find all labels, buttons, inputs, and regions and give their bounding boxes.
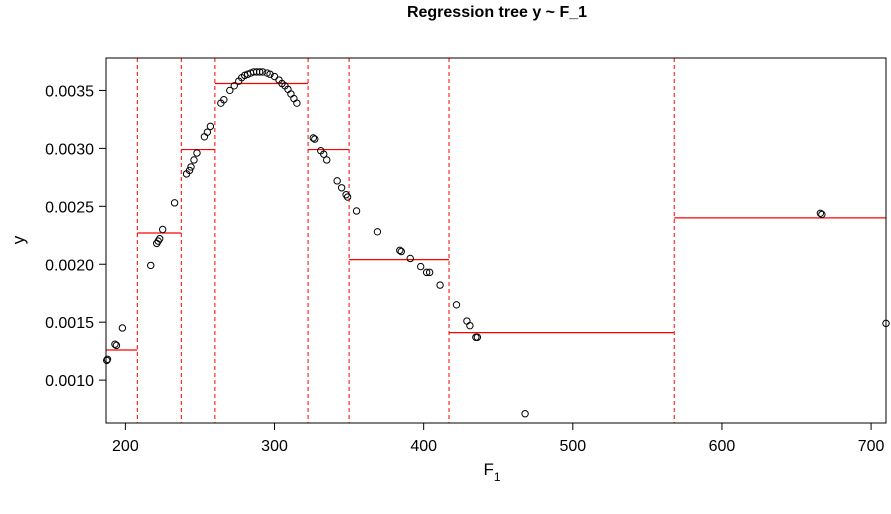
data-point bbox=[422, 268, 431, 277]
split-lines bbox=[105, 58, 675, 423]
x-tick-label: 400 bbox=[410, 438, 437, 455]
data-point bbox=[270, 72, 279, 81]
x-tick-label: 200 bbox=[112, 438, 139, 455]
data-point bbox=[220, 96, 228, 104]
data-point bbox=[311, 135, 319, 143]
data-point bbox=[187, 163, 195, 171]
x-tick-label: 700 bbox=[858, 438, 885, 455]
data-point bbox=[816, 209, 825, 217]
data-point bbox=[190, 156, 198, 164]
data-point bbox=[323, 156, 331, 164]
data-point bbox=[266, 70, 274, 78]
y-tick-label: 0.0035 bbox=[45, 83, 94, 100]
data-point bbox=[436, 281, 444, 289]
data-point bbox=[337, 184, 346, 192]
data-point bbox=[155, 235, 164, 243]
y-tick-label: 0.0015 bbox=[45, 315, 94, 332]
y-axis-label: y bbox=[9, 235, 28, 244]
data-point bbox=[185, 166, 194, 175]
data-point bbox=[118, 324, 127, 332]
data-point bbox=[333, 177, 341, 185]
x-tick-label: 600 bbox=[709, 438, 736, 455]
x-tick-label: 500 bbox=[559, 438, 586, 455]
data-point bbox=[406, 254, 414, 263]
data-point bbox=[466, 321, 474, 330]
data-point bbox=[463, 317, 471, 325]
data-point bbox=[158, 225, 167, 234]
data-point bbox=[343, 193, 352, 201]
x-axis-label: F1 bbox=[483, 460, 500, 484]
plot-frame bbox=[105, 57, 887, 424]
chart-title: Regression tree y ~ F_1 bbox=[407, 4, 587, 21]
data-point bbox=[473, 333, 482, 341]
x-tick-label: 300 bbox=[261, 438, 288, 455]
data-point bbox=[203, 128, 212, 136]
data-point bbox=[255, 68, 264, 76]
data-point bbox=[230, 82, 238, 90]
y-tick-label: 0.0025 bbox=[45, 199, 94, 216]
data-point bbox=[396, 246, 404, 255]
data-point bbox=[258, 68, 267, 76]
data-point bbox=[103, 355, 112, 363]
data-point bbox=[206, 122, 215, 131]
data-point bbox=[352, 207, 361, 215]
data-points bbox=[103, 68, 890, 418]
y-tick-label: 0.0010 bbox=[45, 373, 94, 390]
data-point bbox=[170, 199, 179, 207]
y-axis: 0.0010 0.0015 0.0020 0.0025 0.0030 0.0035 bbox=[45, 83, 107, 390]
y-tick-label: 0.0020 bbox=[45, 257, 94, 274]
y-tick-label: 0.0030 bbox=[45, 141, 94, 158]
data-point bbox=[147, 261, 155, 270]
data-point bbox=[200, 133, 209, 141]
data-point bbox=[287, 90, 295, 98]
data-point bbox=[416, 262, 425, 271]
data-point bbox=[293, 99, 301, 107]
x-axis: 200 300 400 500 600 700 bbox=[112, 422, 885, 455]
data-point bbox=[112, 341, 121, 350]
data-point bbox=[397, 247, 405, 256]
data-point bbox=[226, 86, 234, 95]
data-point bbox=[290, 94, 298, 103]
data-point bbox=[818, 210, 826, 219]
data-point bbox=[452, 301, 461, 309]
data-point bbox=[373, 228, 382, 236]
data-point bbox=[193, 149, 201, 157]
data-point bbox=[521, 410, 529, 418]
data-point bbox=[309, 134, 318, 142]
x-axis-label-subscript: 1 bbox=[494, 470, 501, 484]
data-point bbox=[425, 268, 434, 277]
data-point bbox=[320, 150, 328, 158]
data-point bbox=[103, 356, 111, 365]
data-point bbox=[472, 333, 480, 341]
mean-segments bbox=[106, 82, 886, 351]
data-point bbox=[111, 340, 119, 348]
x-axis-label-main: F bbox=[483, 460, 493, 479]
